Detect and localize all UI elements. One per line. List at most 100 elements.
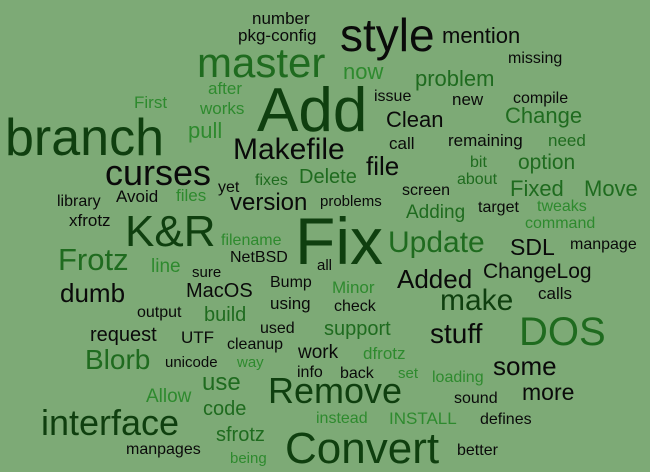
- word: instead: [316, 410, 368, 427]
- word: yet: [218, 179, 240, 196]
- word: now: [343, 59, 384, 84]
- word: branch: [5, 109, 164, 167]
- word: command: [525, 215, 596, 232]
- word: calls: [538, 284, 573, 303]
- word: Added: [397, 264, 473, 294]
- word: better: [457, 442, 498, 459]
- word: Bump: [270, 274, 312, 291]
- word: MacOS: [186, 280, 253, 302]
- word: Makefile: [233, 133, 345, 166]
- word: First: [134, 93, 168, 112]
- word: files: [176, 186, 207, 205]
- word: manpages: [126, 441, 201, 458]
- word: defines: [480, 411, 532, 428]
- word: filename: [221, 232, 282, 249]
- word: some: [493, 351, 557, 381]
- word: all: [317, 257, 333, 274]
- word: Clean: [386, 107, 444, 132]
- word: use: [202, 369, 241, 396]
- word: sfrotz: [216, 424, 265, 446]
- word: Add: [257, 76, 368, 145]
- word: Blorb: [85, 344, 151, 375]
- word: used: [260, 320, 295, 337]
- word: back: [340, 365, 374, 382]
- word: new: [452, 90, 484, 109]
- word: Frotz: [58, 242, 129, 277]
- word: way: [237, 354, 264, 371]
- word: Change: [505, 103, 583, 128]
- word: code: [203, 398, 247, 420]
- word: option: [518, 151, 576, 174]
- word: Minor: [332, 278, 375, 297]
- word: output: [137, 304, 182, 321]
- word: problem: [415, 66, 495, 91]
- word: being: [230, 450, 267, 467]
- word: pkg-config: [238, 26, 317, 45]
- word: pull: [188, 118, 223, 143]
- word: Avoid: [116, 187, 159, 206]
- word: file: [366, 151, 400, 181]
- word: xfrotz: [69, 211, 111, 230]
- word: INSTALL: [389, 409, 457, 428]
- word: issue: [374, 88, 412, 105]
- word: support: [324, 318, 391, 340]
- word: request: [90, 324, 157, 346]
- word: line: [151, 256, 181, 277]
- word: curses: [105, 152, 212, 193]
- word: call: [389, 134, 415, 153]
- word: UTF: [181, 328, 215, 347]
- word: more: [522, 379, 575, 405]
- word: make: [440, 284, 514, 317]
- word: work: [298, 342, 339, 363]
- word: cleanup: [227, 336, 284, 353]
- word: tweaks: [537, 198, 587, 215]
- word: K&R: [125, 207, 216, 256]
- word: problems: [320, 193, 382, 210]
- word: Fix: [295, 204, 383, 278]
- word: sound: [454, 390, 498, 407]
- word: need: [548, 131, 586, 150]
- word: loading: [432, 369, 484, 386]
- word: Adding: [406, 202, 466, 223]
- word: build: [204, 304, 247, 326]
- word: screen: [402, 182, 451, 199]
- word: remaining: [448, 131, 523, 150]
- word: bit: [470, 154, 487, 171]
- word: stuff: [430, 318, 483, 349]
- word: Fixed: [510, 176, 564, 201]
- word: Convert: [285, 424, 440, 472]
- word: master: [197, 39, 326, 86]
- word: set: [398, 365, 419, 382]
- word: Move: [584, 176, 638, 201]
- word: Remove: [268, 370, 403, 411]
- word: Delete: [299, 166, 357, 188]
- word: SDL: [510, 234, 555, 260]
- word: number: [252, 9, 310, 28]
- word: check: [334, 298, 376, 315]
- word: Update: [388, 226, 485, 259]
- word: fixes: [255, 172, 288, 189]
- word: target: [478, 199, 519, 216]
- word: using: [270, 294, 311, 313]
- word: mention: [442, 23, 521, 48]
- word: DOS: [519, 310, 606, 354]
- word: manpage: [570, 236, 637, 253]
- word: info: [297, 364, 323, 381]
- word: interface: [41, 402, 180, 443]
- word: compile: [513, 90, 569, 107]
- word: version: [230, 189, 308, 216]
- word: dfrotz: [363, 344, 406, 363]
- word: sure: [192, 264, 222, 281]
- word: missing: [508, 50, 563, 67]
- word: dumb: [60, 278, 126, 308]
- word: works: [200, 99, 245, 118]
- word: NetBSD: [230, 249, 288, 266]
- word: unicode: [165, 354, 218, 371]
- word: library: [57, 193, 101, 210]
- word: about: [457, 171, 498, 188]
- word: style: [340, 9, 435, 61]
- word: after: [208, 79, 243, 98]
- word: Allow: [146, 386, 192, 407]
- word: ChangeLog: [483, 260, 592, 283]
